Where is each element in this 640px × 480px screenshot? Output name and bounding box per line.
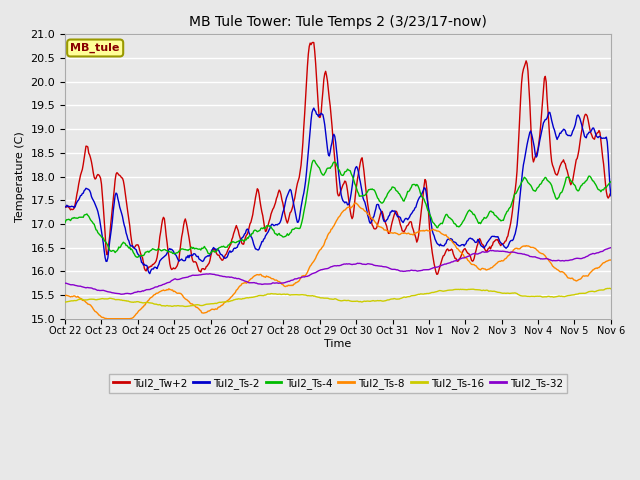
X-axis label: Time: Time (324, 339, 351, 349)
Text: MB_tule: MB_tule (70, 43, 120, 53)
Title: MB Tule Tower: Tule Temps 2 (3/23/17-now): MB Tule Tower: Tule Temps 2 (3/23/17-now… (189, 15, 487, 29)
Y-axis label: Temperature (C): Temperature (C) (15, 131, 25, 222)
Legend: Tul2_Tw+2, Tul2_Ts-2, Tul2_Ts-4, Tul2_Ts-8, Tul2_Ts-16, Tul2_Ts-32: Tul2_Tw+2, Tul2_Ts-2, Tul2_Ts-4, Tul2_Ts… (109, 374, 567, 393)
